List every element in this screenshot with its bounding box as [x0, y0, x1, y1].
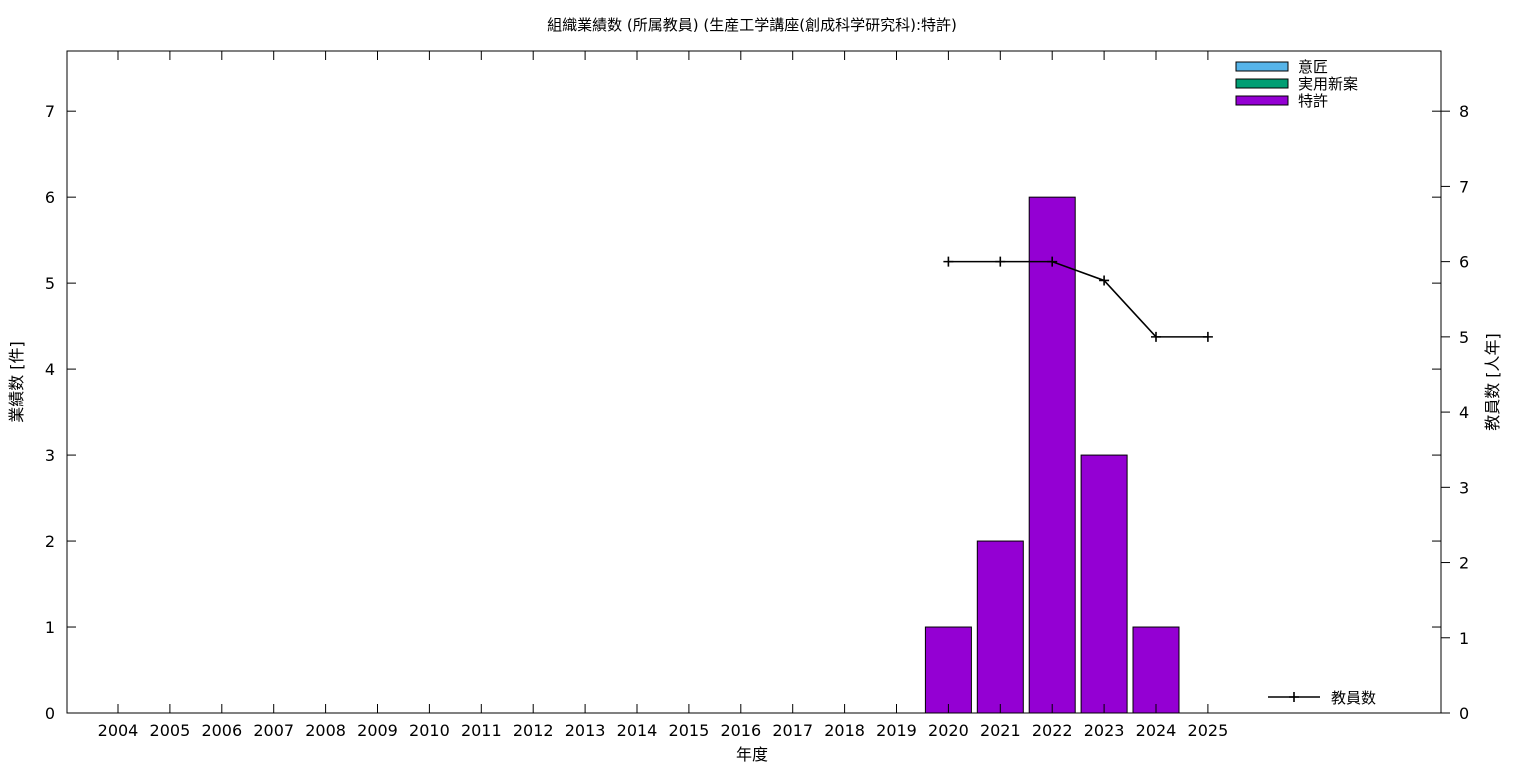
x-tick-label: 2019 [876, 721, 917, 740]
y2-axis-label: 教員数 [人年] [1483, 333, 1502, 431]
bar-特許-2022 [1028, 196, 1076, 714]
x-tick-label: 2005 [150, 721, 191, 740]
legend-label: 特許 [1298, 92, 1328, 110]
y2-tick-label: 5 [1459, 328, 1469, 347]
bars-layer [924, 196, 1180, 714]
line-point-marker [995, 256, 1006, 267]
x-tick-label: 2006 [201, 721, 242, 740]
x-tick-label: 2022 [1032, 721, 1073, 740]
line-point-marker [943, 256, 954, 267]
legend-line-marker [1289, 692, 1299, 702]
y2-tick-label: 4 [1459, 403, 1469, 422]
line-point-marker [1202, 331, 1213, 342]
x-tick-label: 2015 [669, 721, 710, 740]
legend-label: 実用新案 [1298, 75, 1358, 93]
legend-label: 意匠 [1298, 58, 1328, 76]
x-tick-label: 2018 [824, 721, 865, 740]
line-教員数 [948, 260, 1208, 338]
x-tick-label: 2010 [409, 721, 450, 740]
x-tick-label: 2004 [98, 721, 139, 740]
x-tick-label: 2012 [513, 721, 554, 740]
x-tick-label: 2008 [305, 721, 346, 740]
x-tick-label: 2024 [1136, 721, 1177, 740]
x-tick-label: 2025 [1188, 721, 1229, 740]
y-tick-label: 4 [45, 360, 55, 379]
legend-swatch-意匠 [1235, 61, 1289, 72]
y-tick-label: 2 [45, 532, 55, 551]
y2-tick-label: 1 [1459, 629, 1469, 648]
y2-tick-label: 6 [1459, 253, 1469, 272]
y2-tick-label: 7 [1459, 177, 1469, 196]
x-tick-label: 2016 [720, 721, 761, 740]
y-tick-label: 5 [45, 274, 55, 293]
line-point-marker [1151, 331, 1161, 342]
x-tick-label: 2020 [928, 721, 969, 740]
x-tick-label: 2007 [253, 721, 294, 740]
y2-tick-label: 3 [1459, 478, 1469, 497]
line-series-layer [943, 256, 1213, 342]
legend-line-label: 教員数 [1331, 689, 1376, 707]
legend-swatch-特許 [1235, 95, 1289, 106]
x-tick-label: 2011 [461, 721, 502, 740]
y-axis-label: 業績数 [件] [7, 341, 26, 423]
y2-tick-label: 2 [1459, 554, 1469, 573]
x-axis-label: 年度 [736, 745, 768, 764]
y-tick-label: 3 [45, 446, 55, 465]
legend-swatch-実用新案 [1235, 78, 1289, 89]
y2-tick-label: 8 [1459, 102, 1469, 121]
plot-frame [66, 50, 1442, 714]
x-tick-label: 2021 [980, 721, 1021, 740]
ticks-layer: 0 1 2 3 4 5 6 7 0 1 2 3 4 5 6 7 8 2004 2005 2006 2007 2008 200… [45, 51, 1469, 740]
bar-特許-2020 [924, 626, 972, 714]
y-tick-label: 7 [45, 102, 55, 121]
x-tick-label: 2009 [357, 721, 398, 740]
y-tick-label: 6 [45, 188, 55, 207]
y-tick-label: 0 [45, 704, 55, 723]
bar-特許-2023 [1080, 454, 1128, 714]
y2-tick-label: 0 [1459, 704, 1469, 723]
chart-title: 組織業績数 (所属教員) (生産工学講座(創成科学研究科):特許) [547, 16, 957, 34]
x-tick-label: 2023 [1084, 721, 1125, 740]
y-tick-label: 1 [45, 618, 55, 637]
x-tick-label: 2013 [565, 721, 606, 740]
x-tick-label: 2014 [617, 721, 658, 740]
line-point-marker [1099, 275, 1110, 286]
x-tick-label: 2017 [772, 721, 813, 740]
bar-特許-2024 [1132, 626, 1180, 714]
line-point-marker [1047, 256, 1058, 267]
bar-特許-2021 [976, 540, 1024, 714]
